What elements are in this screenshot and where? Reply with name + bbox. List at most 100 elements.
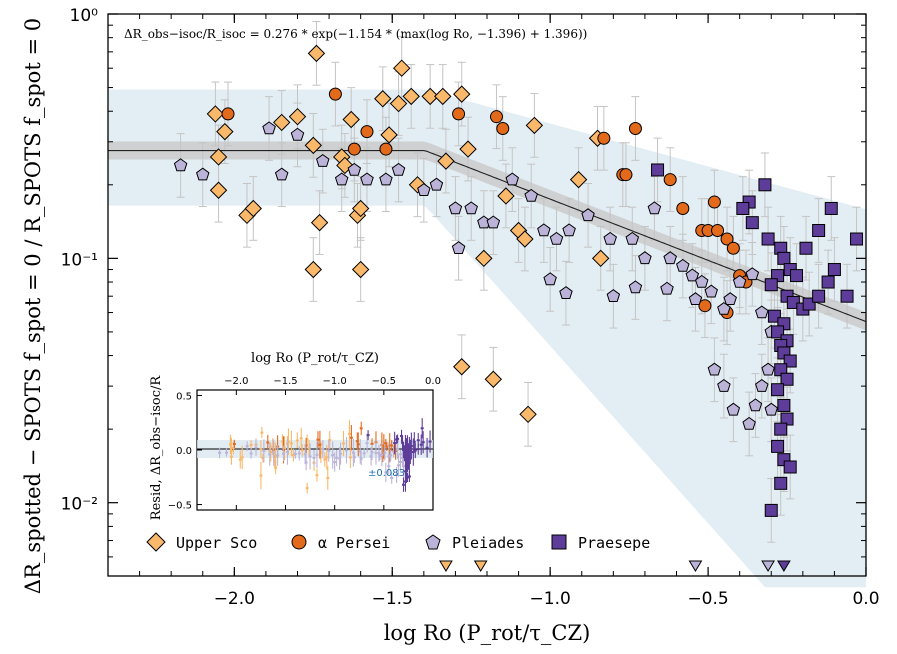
svg-text:Upper Sco: Upper Sco (176, 534, 257, 552)
praesepe-point (774, 422, 788, 436)
upper-sco-point (209, 148, 228, 166)
inset-x-tick-label: −2.0 (224, 376, 248, 387)
upper-sco-point (408, 176, 427, 194)
praesepe-point (651, 163, 665, 177)
x-tick-label: −0.5 (687, 589, 728, 609)
pleiades-point (755, 305, 769, 319)
praesepe-point (812, 224, 826, 238)
y-tick-label: 10⁻¹ (61, 250, 98, 270)
upper-limit-marker (473, 560, 488, 572)
praesepe-point (771, 439, 785, 453)
upper-sco-point (421, 87, 439, 106)
model-bands (108, 89, 866, 588)
legend-item-upper-sco: Upper Sco (146, 532, 257, 552)
upper-limit-marker (439, 560, 453, 572)
legend: Upper Sco α Persei Pleiades Praesepe (146, 532, 650, 552)
praesepe-point (758, 178, 772, 192)
pleiades-point (695, 274, 709, 288)
persei-point (676, 201, 690, 215)
praesepe-point (771, 383, 785, 397)
praesepe-point (799, 241, 813, 255)
pleiades-point (391, 162, 406, 176)
pleiades-point (429, 177, 444, 191)
pleiades-point (742, 416, 756, 430)
pleiades-point (717, 301, 731, 315)
praesepe-point (745, 216, 759, 230)
x-tick-label: −1.5 (372, 589, 413, 609)
upper-limit-marker (688, 560, 703, 572)
upper-sco-point (519, 405, 537, 424)
praesepe-point (821, 275, 835, 289)
upper-limit-marker (776, 560, 791, 572)
upper-sco-point (525, 116, 544, 135)
praesepe-point (774, 476, 788, 490)
persei-point (597, 131, 611, 145)
upper-sco-point (304, 260, 322, 279)
legend-item-alpha-persei: α Persei (291, 534, 390, 552)
upper-sco-point (453, 358, 471, 376)
praesepe-point (764, 278, 778, 292)
pleiades-point (660, 281, 674, 295)
inset-ticks: −2.0 −1.5 −1.0 −0.5 0.0 0.5 0.0 −0.5 (168, 376, 441, 512)
inset-points (218, 418, 432, 494)
pleiades-point (663, 251, 677, 265)
pleiades-point (196, 167, 210, 181)
pleiades-point (290, 127, 305, 141)
pleiades-point (647, 201, 662, 215)
persei-point (619, 168, 633, 182)
pleiades-point (464, 201, 478, 215)
upper-sco-point (434, 87, 452, 106)
upper-sco-point (273, 113, 291, 132)
pleiades-point (732, 274, 747, 288)
pleiades-point (717, 378, 731, 392)
x-tick-label: 0.0 (852, 589, 879, 609)
pleiades-point (764, 402, 778, 416)
upper-sco-point (484, 370, 503, 388)
legend-item-pleiades: Pleiades (425, 534, 524, 552)
persei-point (379, 142, 393, 156)
inset-x-tick-label: 0.0 (425, 376, 441, 387)
pleiades-point (417, 183, 431, 196)
pleiades-point (755, 378, 769, 392)
pleiades-point (606, 289, 621, 302)
upper-sco-point (475, 249, 493, 268)
persei-point (698, 299, 712, 313)
pleiades-point (628, 280, 643, 294)
inset-x-tick-label: −0.5 (372, 376, 396, 387)
pleiades-point (688, 292, 703, 305)
persei-point (720, 232, 734, 246)
inner-band (108, 141, 866, 331)
persei-point (711, 224, 725, 238)
upper-sco-point (374, 90, 392, 108)
pleiades-point (625, 231, 640, 245)
praesepe-point (736, 201, 750, 215)
pleiades-point (704, 284, 718, 298)
upper-sco-point (389, 94, 408, 113)
upper-sco-point (216, 122, 234, 141)
persei-point (221, 107, 235, 121)
inset-x-tick-label: −1.5 (273, 376, 297, 387)
upper-sco-point (459, 140, 477, 158)
upper-sco-point (393, 59, 411, 77)
data-points (173, 44, 864, 572)
persei-point (360, 125, 374, 139)
persei-point (707, 195, 721, 209)
inset-y-label: Resid, ΔR_obs−isoc/R (149, 375, 164, 521)
pleiades-point (486, 215, 501, 229)
praesepe-point (824, 201, 838, 215)
pleiades-point (676, 258, 690, 272)
pleiades-point (562, 223, 576, 237)
legend-item-praesepe: Praesepe (551, 534, 650, 552)
upper-sco-point (304, 136, 322, 155)
upper-sco-point (206, 105, 225, 123)
upper-sco-point (497, 187, 515, 205)
pleiades-point (543, 272, 557, 286)
y-tick-label: 10⁻² (61, 495, 98, 515)
praesepe-point (840, 289, 854, 303)
pleiades-point (638, 251, 652, 265)
praesepe-point (764, 503, 778, 517)
persei-point (347, 142, 361, 156)
pleiades-point (451, 241, 466, 254)
inset-y-tick-label: 0.0 (176, 446, 192, 457)
